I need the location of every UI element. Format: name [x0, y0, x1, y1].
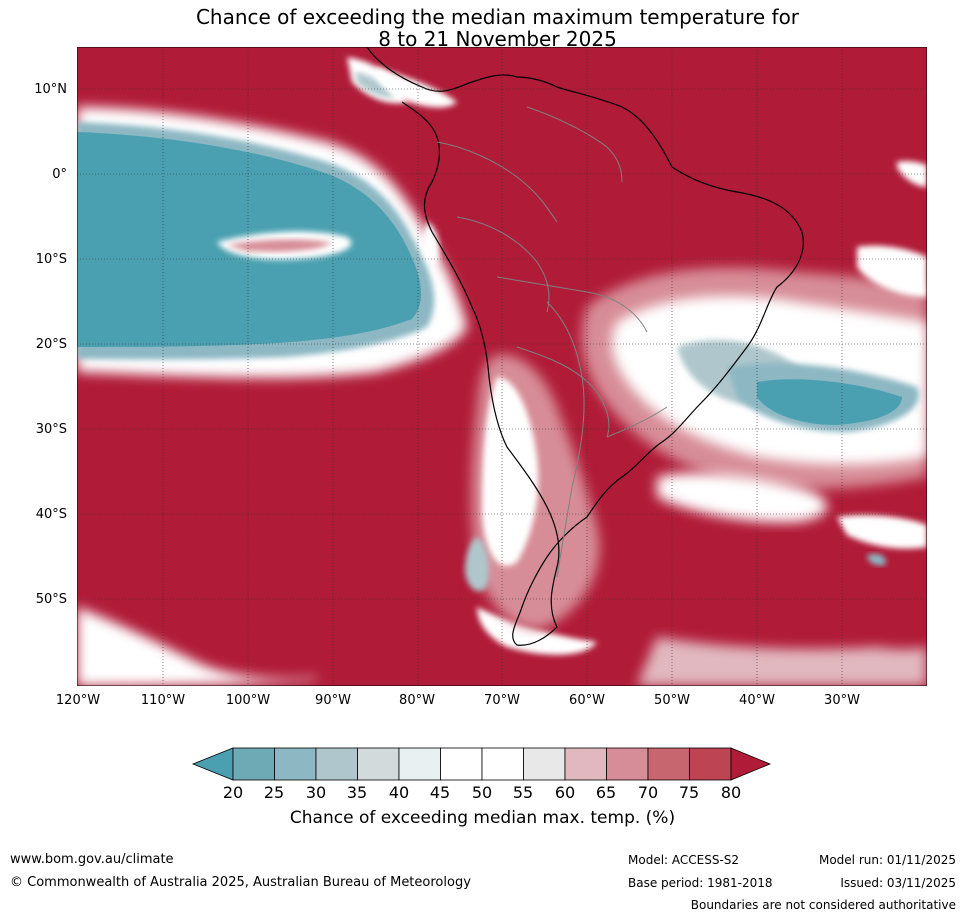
colorbar-tick-70: 70 [637, 783, 659, 802]
lat-label-20s: 20°S [35, 337, 67, 352]
colorbar-tick-65: 65 [595, 783, 617, 802]
map-title-line1: Chance of exceeding the median maximum t… [195, 5, 800, 29]
lat-label-30s: 30°S [35, 422, 67, 437]
colorbar-tick-80: 80 [720, 783, 742, 802]
colorbar-segment [398, 747, 441, 781]
lon-label-50w: 50°W [654, 693, 690, 708]
footer-copyright: © Commonwealth of Australia 2025, Austra… [10, 875, 471, 890]
colorbar-segment [315, 747, 358, 781]
colorbar-segment [440, 747, 483, 781]
colorbar-tick-40: 40 [388, 783, 410, 802]
colorbar-tick-60: 60 [554, 783, 576, 802]
south-america-coastline [366, 47, 804, 646]
colorbar-tick-45: 45 [429, 783, 451, 802]
colorbar-tick-75: 75 [678, 783, 700, 802]
lat-label-50s: 50°S [35, 592, 67, 607]
lon-label-80w: 80°W [399, 693, 435, 708]
footer-model-run: Model run: 01/11/2025 [818, 853, 956, 867]
caribbean-anomaly-region [375, 67, 457, 263]
lat-label-10n: 10°N [34, 82, 67, 97]
colorbar-arrow-low [192, 747, 234, 781]
colorbar-segment [274, 747, 317, 781]
colorbar-segment [689, 747, 732, 781]
lon-label-30w: 30°W [824, 693, 860, 708]
atlantic-anomaly-region [582, 161, 927, 566]
colorbar-segment [564, 747, 607, 781]
lon-label-100w: 100°W [225, 693, 271, 708]
forecast-map [77, 47, 927, 686]
colorbar-segment [606, 747, 649, 781]
colorbar-segment [357, 747, 400, 781]
colorbar-label: Chance of exceeding median max. temp. (%… [289, 808, 676, 828]
colorbar-arrow-high [730, 747, 772, 781]
country-borders [436, 106, 668, 578]
footer-base-period: Base period: 1981-2018 [628, 876, 773, 890]
colorbar-segment [647, 747, 690, 781]
map-frame [77, 47, 927, 686]
lon-label-40w: 40°W [739, 693, 775, 708]
colorbar-tick-50: 50 [471, 783, 493, 802]
footer-disclaimer: Boundaries are not considered authoritat… [690, 898, 956, 912]
colorbar-segment [523, 747, 566, 781]
footer-model: Model: ACCESS-S2 [628, 853, 740, 867]
map-title-line2: 8 to 21 November 2025 [378, 27, 617, 51]
colorbar-legend [192, 747, 772, 781]
lon-label-70w: 70°W [484, 693, 520, 708]
lat-label-0: 0° [52, 167, 67, 182]
lat-label-40s: 40°S [35, 507, 67, 522]
colorbar-segment [481, 747, 524, 781]
colorbar-segment [232, 747, 275, 781]
lon-label-90w: 90°W [315, 693, 351, 708]
lon-label-120w: 120°W [55, 693, 101, 708]
colorbar-tick-25: 25 [263, 783, 285, 802]
footer-issued: Issued: 03/11/2025 [840, 876, 956, 890]
colorbar-tick-35: 35 [346, 783, 368, 802]
lon-label-110w: 110°W [140, 693, 186, 708]
lon-label-60w: 60°W [569, 693, 605, 708]
footer-website: www.bom.gov.au/climate [10, 852, 174, 867]
andes-anomaly-region [465, 354, 600, 629]
colorbar-tick-55: 55 [512, 783, 534, 802]
map-gridlines [77, 47, 927, 686]
colorbar-tick-30: 30 [305, 783, 327, 802]
lat-label-10s: 10°S [35, 252, 67, 267]
colorbar-tick-20: 20 [222, 783, 244, 802]
